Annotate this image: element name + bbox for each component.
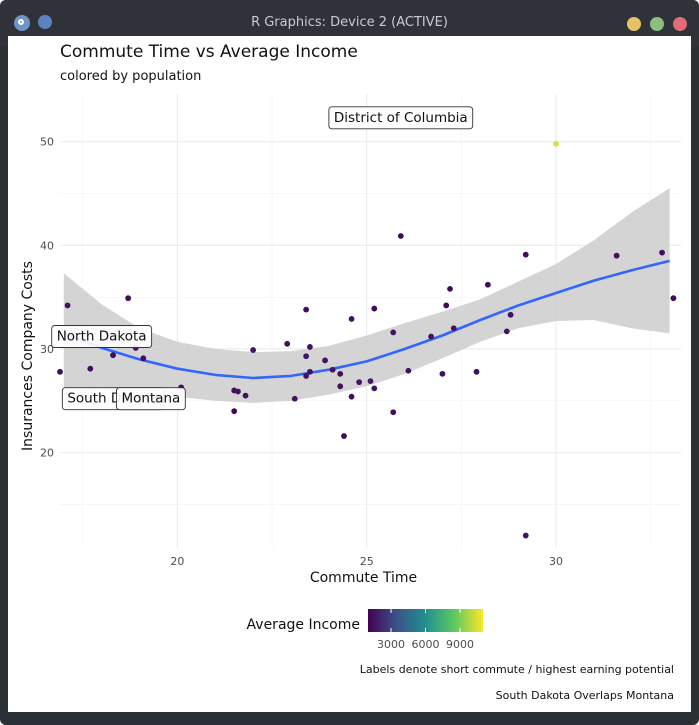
data-point <box>522 532 529 539</box>
data-point <box>125 295 132 302</box>
data-point <box>110 352 116 359</box>
legend: Average Income 3000 6000 9000 <box>247 609 483 651</box>
data-point <box>356 379 363 386</box>
point-label: Montana <box>115 387 186 411</box>
axes: 20 25 30 20 30 40 50 Commute Time Insurances Com… <box>20 136 563 586</box>
point-label-text: North Dakota <box>57 329 147 345</box>
data-point <box>242 392 249 399</box>
data-point <box>670 295 677 302</box>
y-tick-label: 40 <box>40 239 54 252</box>
data-point <box>405 367 412 374</box>
x-tick-label: 20 <box>170 555 184 568</box>
data-point <box>503 328 510 335</box>
data-point <box>341 433 347 439</box>
close-button[interactable] <box>673 17 687 31</box>
x-axis-title: Commute Time <box>310 570 417 586</box>
data-point <box>329 366 336 373</box>
point-label-box <box>51 325 153 348</box>
data-point <box>507 311 514 318</box>
point-label-box <box>115 387 186 411</box>
data-point <box>284 340 291 347</box>
data-point <box>390 409 397 416</box>
data-point <box>303 353 310 360</box>
point-label: North Dakota <box>51 325 153 348</box>
data-point <box>439 370 446 377</box>
window-menu-button[interactable] <box>38 15 52 29</box>
data-point <box>303 373 310 379</box>
data-point <box>484 281 491 288</box>
data-point <box>450 325 457 332</box>
loess-line <box>63 259 670 380</box>
r-app-icon <box>14 15 30 31</box>
data-point <box>371 385 378 392</box>
data-point <box>473 368 480 375</box>
data-point <box>235 388 241 395</box>
data-point <box>307 368 313 375</box>
data-point <box>64 302 71 309</box>
y-tick-label: 50 <box>40 136 54 149</box>
x-tick-label: 30 <box>549 555 563 568</box>
data-point <box>348 316 355 322</box>
data-point <box>390 329 397 336</box>
legend-title: Average Income <box>247 617 360 633</box>
data-point <box>337 370 344 377</box>
confidence-band-area <box>63 188 670 403</box>
smooth-line <box>63 259 670 380</box>
chart-title: Commute Time vs Average Income <box>60 42 358 62</box>
point-label-text: District of Columbia <box>334 110 468 126</box>
legend-tick-label: 9000 <box>446 638 474 651</box>
data-point <box>303 306 310 313</box>
data-point <box>87 365 94 372</box>
caption-line-1: Labels denote short commute / highest ea… <box>359 663 674 676</box>
data-point <box>447 285 453 292</box>
data-point <box>428 333 434 340</box>
point-label-box <box>328 106 474 130</box>
y-axis-title: Insurances Company Costs <box>20 261 36 451</box>
data-point <box>307 344 313 350</box>
data-point <box>348 393 355 400</box>
data-point <box>371 305 378 312</box>
data-point <box>250 347 257 353</box>
data-point <box>443 302 450 309</box>
data-point <box>613 252 620 259</box>
point-label: District of Columbia <box>328 106 474 130</box>
legend-tick-label: 6000 <box>412 638 440 651</box>
maximize-button[interactable] <box>650 17 664 31</box>
data-point <box>291 395 298 402</box>
minimize-button[interactable] <box>627 17 641 31</box>
data-point <box>522 251 529 258</box>
data-point <box>322 357 328 364</box>
data-point <box>659 249 665 256</box>
data-point <box>337 383 344 390</box>
caption-line-2: South Dakota Overlaps Montana <box>495 689 674 702</box>
data-point <box>367 378 374 385</box>
chart-subtitle: colored by population <box>60 69 202 84</box>
y-tick-label: 30 <box>40 343 54 356</box>
plot-canvas: Commute Time vs Average Income colored b… <box>8 36 691 712</box>
x-tick-label: 25 <box>360 555 374 568</box>
legend-tick-label: 3000 <box>377 638 405 651</box>
legend-colorbar <box>368 609 483 632</box>
data-point <box>397 233 404 239</box>
data-point <box>57 368 63 375</box>
grid <box>60 94 681 548</box>
data-point <box>553 140 559 147</box>
data-point <box>140 355 147 362</box>
point-label-text: Montana <box>121 391 180 407</box>
y-tick-label: 20 <box>40 447 54 460</box>
data-point <box>231 408 238 415</box>
window-title: R Graphics: Device 2 (ACTIVE) <box>251 15 448 30</box>
confidence-band <box>63 188 670 403</box>
